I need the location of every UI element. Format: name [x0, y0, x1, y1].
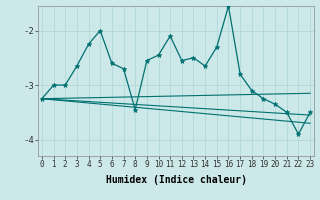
- X-axis label: Humidex (Indice chaleur): Humidex (Indice chaleur): [106, 175, 246, 185]
